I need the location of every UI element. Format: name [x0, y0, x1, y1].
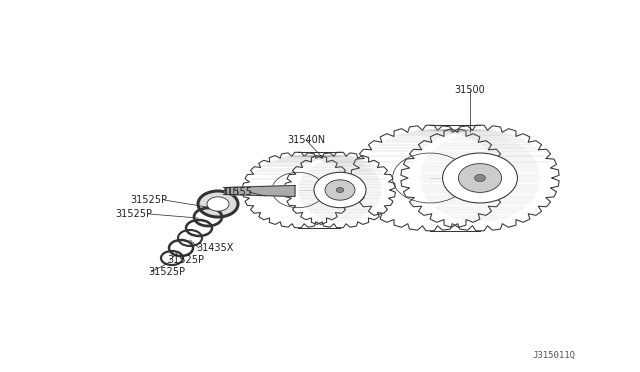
Text: 31525P: 31525P: [148, 267, 185, 277]
Text: 31435X: 31435X: [196, 243, 234, 253]
Text: 31525P: 31525P: [167, 255, 204, 265]
Text: 31525P: 31525P: [130, 195, 167, 205]
Polygon shape: [225, 186, 295, 196]
Ellipse shape: [458, 164, 502, 192]
Ellipse shape: [475, 174, 485, 182]
Text: J315011Q: J315011Q: [532, 351, 575, 360]
Ellipse shape: [314, 172, 366, 208]
Ellipse shape: [207, 197, 229, 211]
Ellipse shape: [443, 153, 518, 203]
Text: 31555: 31555: [221, 187, 252, 197]
Text: 31525P: 31525P: [115, 209, 152, 219]
Ellipse shape: [325, 180, 355, 200]
Ellipse shape: [198, 191, 238, 217]
Text: 31540N: 31540N: [287, 135, 325, 145]
Text: 31500: 31500: [454, 85, 485, 95]
Ellipse shape: [336, 187, 344, 193]
